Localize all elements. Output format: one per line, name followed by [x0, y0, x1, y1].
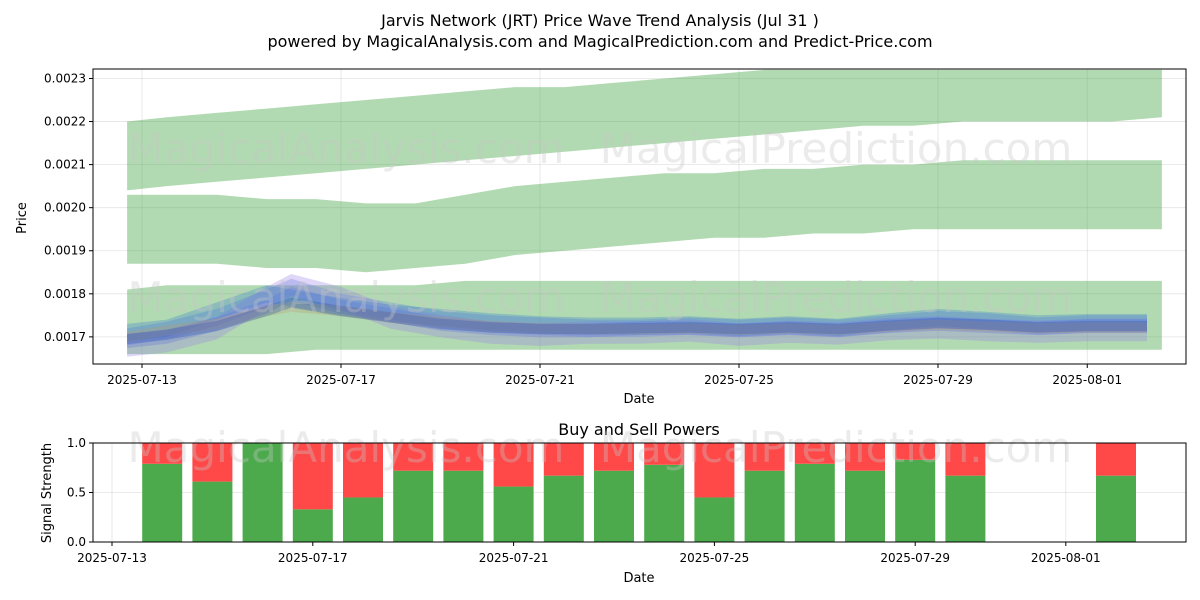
buy-bar [1096, 475, 1136, 542]
power-y-tick-label: 1.0 [67, 436, 86, 450]
price-grid [93, 69, 1186, 364]
buy-bar [694, 497, 735, 542]
buy-bar [644, 464, 685, 542]
buy-bar [794, 463, 835, 542]
buy-bar [945, 475, 986, 542]
power-x-tick-label: 2025-08-01 [1031, 551, 1101, 565]
price-waves [127, 274, 1148, 357]
sell-bar [292, 443, 333, 510]
power-y-tick-label: 0.5 [67, 486, 86, 500]
price-plot-frame [92, 68, 1187, 365]
price-wave-6 [127, 297, 1148, 345]
power-y-ticks: 0.0 0.5 1.0 [67, 436, 93, 549]
price-x-tick-label: 2025-08-01 [1052, 373, 1122, 387]
buy-bar [393, 470, 434, 542]
power-x-tick-label: 2025-07-17 [278, 551, 348, 565]
power-plot: Buy and Sell Powers MagicalAnalysis.com … [40, 420, 1187, 586]
sell-bar [142, 443, 183, 464]
buy-bar [744, 470, 785, 542]
power-x-label: Date [623, 571, 654, 586]
price-x-tick-label: 2025-07-21 [505, 373, 575, 387]
watermark-top-left-2: MagicalAnalysis.com [128, 273, 565, 322]
buy-bar [142, 463, 183, 542]
sell-bar [644, 443, 685, 465]
watermark-top-right-1: MagicalPrediction.com [600, 124, 1073, 173]
buy-bar [895, 459, 936, 542]
price-wave-2 [127, 278, 1148, 346]
buy-bar [443, 470, 484, 542]
buy-bar [845, 470, 885, 542]
sell-bar [895, 443, 936, 460]
price-y-tick-label: 0.0018 [44, 287, 86, 301]
power-x-tick-label: 2025-07-21 [479, 551, 549, 565]
price-wave-1 [127, 286, 1148, 349]
price-x-tick-label: 2025-07-13 [107, 373, 177, 387]
price-band-3 [127, 280, 1162, 355]
buy-bar [543, 475, 584, 542]
price-band-1 [127, 69, 1162, 191]
price-y-label: Price [15, 202, 30, 234]
price-y-tick-label: 0.0022 [44, 115, 86, 129]
price-wave-3 [127, 274, 1148, 357]
price-x-label: Date [623, 392, 654, 407]
power-x-tick-label: 2025-07-13 [77, 551, 147, 565]
price-wave-4 [127, 285, 1148, 342]
price-y-tick-label: 0.0020 [44, 201, 86, 215]
buy-bar [594, 470, 634, 542]
price-y-ticks: 0.0017 0.0018 0.0019 0.0020 0.0021 0.0022 0.00… [44, 71, 93, 344]
power-x-tick-label: 2025-07-25 [680, 551, 750, 565]
sell-bar [945, 443, 986, 476]
buy-bar [343, 497, 383, 542]
power-y-label: Signal Strength [40, 443, 55, 543]
price-x-tick-label: 2025-07-17 [306, 373, 376, 387]
price-plot: MagicalAnalysis.com MagicalPrediction.co… [15, 68, 1187, 407]
sell-bar [343, 443, 383, 498]
watermark-bottom-right: MagicalPrediction.com [600, 423, 1073, 472]
sell-bar [543, 443, 584, 476]
sell-bar [1096, 443, 1136, 476]
buy-bar [292, 509, 333, 542]
sell-bar [192, 443, 233, 482]
buy-bar [493, 486, 534, 542]
price-y-tick-label: 0.0019 [44, 244, 86, 258]
price-x-ticks: 2025-07-13 2025-07-17 2025-07-21 2025-07-25… [107, 364, 1122, 387]
power-bars [142, 443, 1136, 542]
buy-bar [242, 443, 283, 542]
watermark-top-right-2: MagicalPrediction.com [600, 273, 1073, 322]
chart-subtitle: powered by MagicalAnalysis.com and Magic… [267, 32, 932, 51]
sell-bar [493, 443, 534, 487]
sell-bar [744, 443, 785, 471]
price-x-tick-label: 2025-07-29 [903, 373, 973, 387]
price-y-tick-label: 0.0017 [44, 330, 86, 344]
price-wave-5 [127, 301, 1148, 342]
price-y-tick-label: 0.0023 [44, 71, 86, 85]
sell-bar [694, 443, 735, 498]
sell-bar [393, 443, 434, 471]
watermark-top-left-1: MagicalAnalysis.com [128, 124, 565, 173]
price-band-2 [127, 160, 1162, 273]
price-y-tick-label: 0.0021 [44, 158, 86, 172]
power-y-tick-label: 0.0 [67, 535, 86, 549]
power-title: Buy and Sell Powers [558, 420, 720, 439]
sell-bar [845, 443, 885, 471]
sell-bar [594, 443, 634, 471]
sell-bar [443, 443, 484, 471]
power-x-ticks: 2025-07-13 2025-07-17 2025-07-21 2025-07-25… [77, 542, 1101, 565]
power-x-tick-label: 2025-07-29 [880, 551, 950, 565]
price-bands [127, 69, 1162, 355]
price-x-tick-label: 2025-07-25 [704, 373, 774, 387]
watermark-bottom-left: MagicalAnalysis.com [128, 423, 565, 472]
sell-bar [794, 443, 835, 464]
buy-bar [192, 481, 233, 542]
chart-title: Jarvis Network (JRT) Price Wave Trend An… [380, 11, 819, 30]
